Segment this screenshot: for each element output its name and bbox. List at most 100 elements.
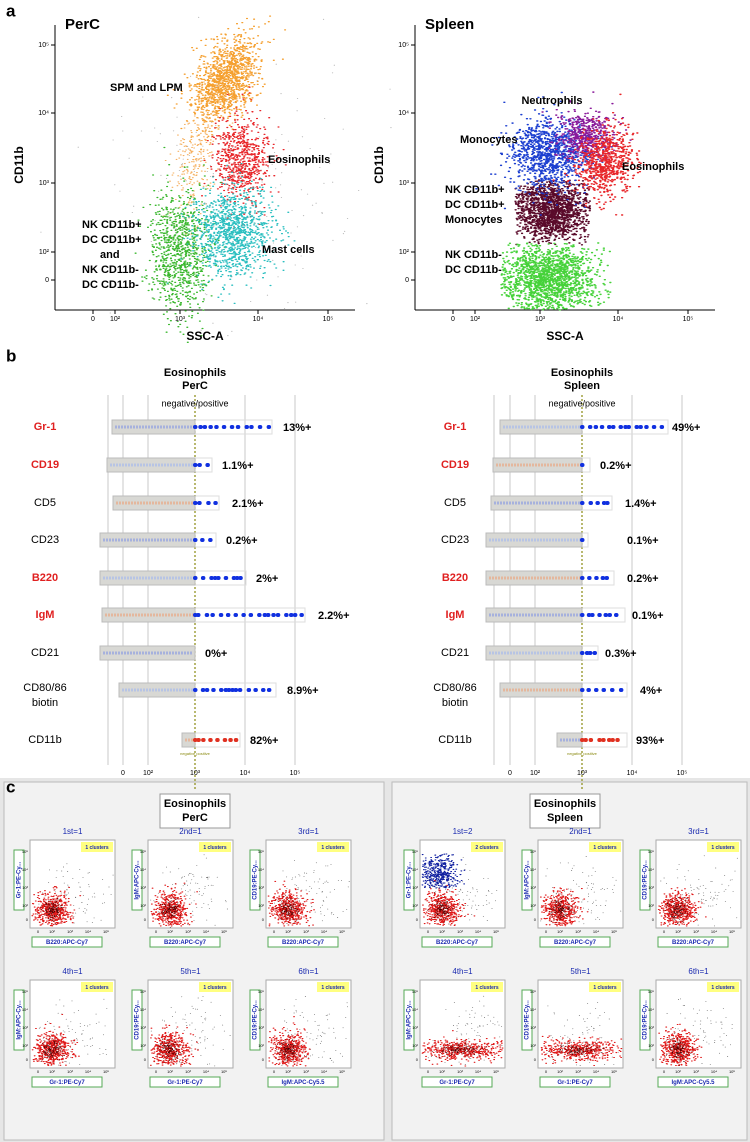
y-tick-label: 10⁵ xyxy=(258,989,264,994)
x-tick-label: 0 xyxy=(663,1069,666,1074)
x-tick-label: 10² xyxy=(557,1069,563,1074)
plot-area xyxy=(419,839,506,929)
y-tick-label: 0 xyxy=(144,917,147,922)
y-tick-label: 10⁵ xyxy=(398,42,409,49)
x-tick-label: 10⁴ xyxy=(627,770,638,777)
percent-label: 0.2%+ xyxy=(226,535,258,547)
x-tick-label: 10³ xyxy=(457,929,463,934)
x-tick-label: 10⁴ xyxy=(85,1069,91,1074)
y-tick-label: 10³ xyxy=(258,885,264,890)
y-tick-label: 10³ xyxy=(140,885,146,890)
plot-area xyxy=(29,979,116,1069)
scatter-dots xyxy=(540,856,622,925)
group-title-box xyxy=(529,793,601,829)
axis-label-box xyxy=(149,936,221,948)
y-tick-label: 10³ xyxy=(22,885,28,890)
population-label: Eosinophils xyxy=(268,154,330,166)
population-label: Neutrophils xyxy=(521,95,582,107)
x-tick-label: 10² xyxy=(675,1069,681,1074)
group-title: Eosinophils xyxy=(534,798,596,810)
cluster-tag xyxy=(317,982,349,992)
inner-note: negative positive xyxy=(567,751,598,756)
population-label: NK CD11b+ xyxy=(445,184,505,196)
y-tick-label: 0 xyxy=(144,1057,147,1062)
y-tick-label: 0 xyxy=(534,917,537,922)
scatter-dots xyxy=(426,892,457,925)
scatter-dots xyxy=(427,995,503,1065)
x-tick-label: 0 xyxy=(155,1069,158,1074)
cluster-plot xyxy=(147,979,234,1069)
percent-label: 82%+ xyxy=(250,735,278,747)
scatter-dots xyxy=(40,1036,66,1062)
x-tick-label: 10² xyxy=(557,929,563,934)
y-tick-label: 10² xyxy=(648,1043,654,1048)
row-label: biotin xyxy=(32,697,58,709)
cluster-count: 1 clusters xyxy=(203,985,227,991)
y-axis-label: Gr-1:PE-Cy... xyxy=(407,861,413,898)
plot-title: 5th=1 xyxy=(570,967,591,976)
percent-label: 0.2%+ xyxy=(627,573,659,585)
x-tick-label: 0 xyxy=(545,1069,548,1074)
scatter-dots xyxy=(432,1042,500,1058)
y-tick-label: 10⁴ xyxy=(22,867,28,872)
y-tick-label: 10⁴ xyxy=(648,867,654,872)
chart-subtitle: negative/positive xyxy=(161,398,228,408)
x-tick-label: 10⁴ xyxy=(321,1069,327,1074)
x-tick-label: 10³ xyxy=(67,929,73,934)
y-tick-label: 10² xyxy=(140,1043,146,1048)
scatter-dots xyxy=(275,1034,306,1062)
y-tick-label: 0 xyxy=(652,917,655,922)
y-tick-label: 0 xyxy=(652,1057,655,1062)
x-tick-label: 10⁵ xyxy=(493,929,499,934)
axis-label-box xyxy=(249,849,261,911)
scatter-dots xyxy=(31,1013,80,1067)
x-tick-label: 0 xyxy=(663,929,666,934)
cluster-count: 1 clusters xyxy=(321,845,345,851)
scatter-dots xyxy=(421,1030,504,1067)
plot-title: 3rd=1 xyxy=(298,827,319,836)
x-tick-label: 10⁵ xyxy=(611,1069,617,1074)
x-axis-label: B220:APC-Cy7 xyxy=(672,940,715,946)
x-tick-label: 10⁴ xyxy=(321,929,327,934)
percent-label: 0.2%+ xyxy=(600,460,632,472)
row-label: B220 xyxy=(32,572,58,584)
cluster-count: 2 clusters xyxy=(475,845,499,851)
negative-region xyxy=(99,570,196,586)
axis-label-box xyxy=(13,849,25,911)
y-tick-label: 10⁵ xyxy=(22,989,28,994)
x-axis-label: B220:APC-Cy7 xyxy=(436,940,479,946)
x-tick-label: 10³ xyxy=(575,929,581,934)
plot-title: 1st=1 xyxy=(63,827,83,836)
cluster-tag xyxy=(707,982,739,992)
x-tick-label: 10³ xyxy=(575,1069,581,1074)
scatter-dots xyxy=(552,93,648,216)
inner-note: negative positive xyxy=(180,751,211,756)
y-axis-label: CD11b xyxy=(12,146,26,183)
cluster-plot xyxy=(537,839,624,929)
x-tick-label: 10² xyxy=(439,1069,445,1074)
plot-area xyxy=(265,839,352,929)
x-tick-label: 0 xyxy=(273,929,276,934)
x-tick-label: 10⁵ xyxy=(677,770,688,777)
y-tick-label: 0 xyxy=(26,917,29,922)
y-tick-label: 10³ xyxy=(648,1025,654,1030)
scatter-dots xyxy=(546,1002,619,1066)
x-tick-label: 10³ xyxy=(67,1069,73,1074)
row-label: B220 xyxy=(442,572,468,584)
y-tick-label: 10³ xyxy=(140,1025,146,1030)
axis-label-box xyxy=(521,849,533,911)
x-tick-label: 10⁵ xyxy=(493,1069,499,1074)
row-label: Gr-1 xyxy=(444,421,467,433)
y-axis-label: Gr-1:PE-Cy... xyxy=(17,861,23,898)
y-tick-label: 10⁵ xyxy=(530,849,536,854)
y-tick-label: 10² xyxy=(22,1043,28,1048)
x-axis-label: IgM:APC-Cy5.5 xyxy=(281,1080,325,1086)
scatter-dots xyxy=(660,855,738,927)
cluster-count: 1 clusters xyxy=(85,845,109,851)
population-label: Eosinophils xyxy=(622,161,684,173)
population-label: NK CD11b- xyxy=(445,249,502,261)
x-tick-label: 10⁵ xyxy=(290,770,301,777)
y-tick-label: 10² xyxy=(648,903,654,908)
population-label: DC CD11b- xyxy=(445,264,502,276)
